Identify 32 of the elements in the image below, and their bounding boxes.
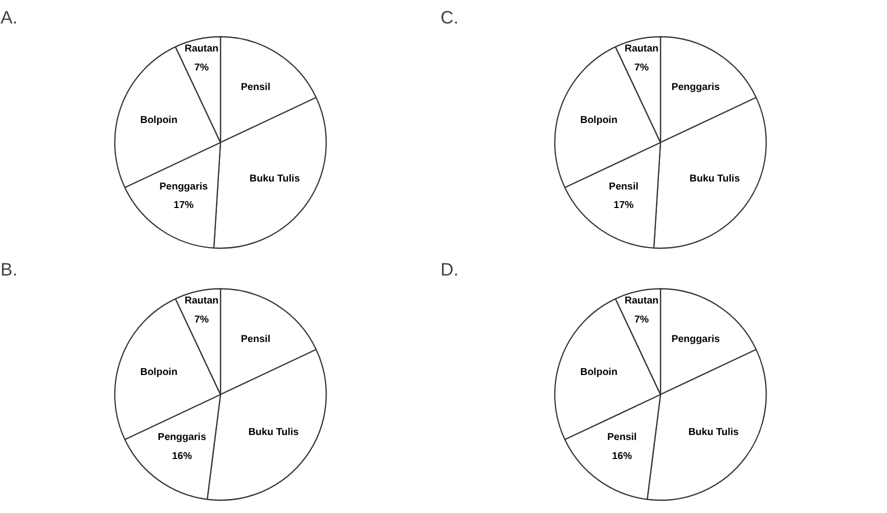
slice-label: Buku Tulis [250,174,300,185]
data-label: 7% [634,62,649,74]
slice-label: Bolpoin [140,115,178,126]
data-label: 16% [612,450,632,462]
slice-label: Bolpoin [580,367,618,378]
slice-label: Rautan [624,44,659,55]
slice-label: Rautan [184,44,219,55]
slice-label: Pensil [240,334,271,346]
data-label: 17% [174,200,194,212]
data-label: 17% [614,200,634,212]
slice-label: Penggaris [671,82,720,94]
chart-title: B. [0,260,18,280]
slice-label: Penggaris [158,432,207,444]
chart-title: A. [0,8,18,28]
slice-label: Buku Tulis [248,427,300,438]
data-label: 7% [194,314,209,326]
chart-title: C. [440,8,458,28]
slice-label: Rautan [184,296,219,307]
slice-label: Bolpoin [140,367,178,378]
slice-label: Pensil [240,82,271,94]
chart-title: D. [440,260,458,280]
data-label: 16% [172,450,192,462]
slice-label: Penggaris [671,334,720,346]
slice-label: Penggaris [159,181,208,192]
slice-label: Buku Tulis [688,427,740,438]
slice-label: Buku Tulis [690,174,740,185]
data-label: 7% [634,314,649,326]
slice-label: Bolpoin [580,115,618,126]
slice-label: Pensil [607,432,637,444]
data-label: 7% [194,62,209,74]
slice-label: Rautan [624,296,659,307]
slice-label: Pensil [608,181,639,192]
